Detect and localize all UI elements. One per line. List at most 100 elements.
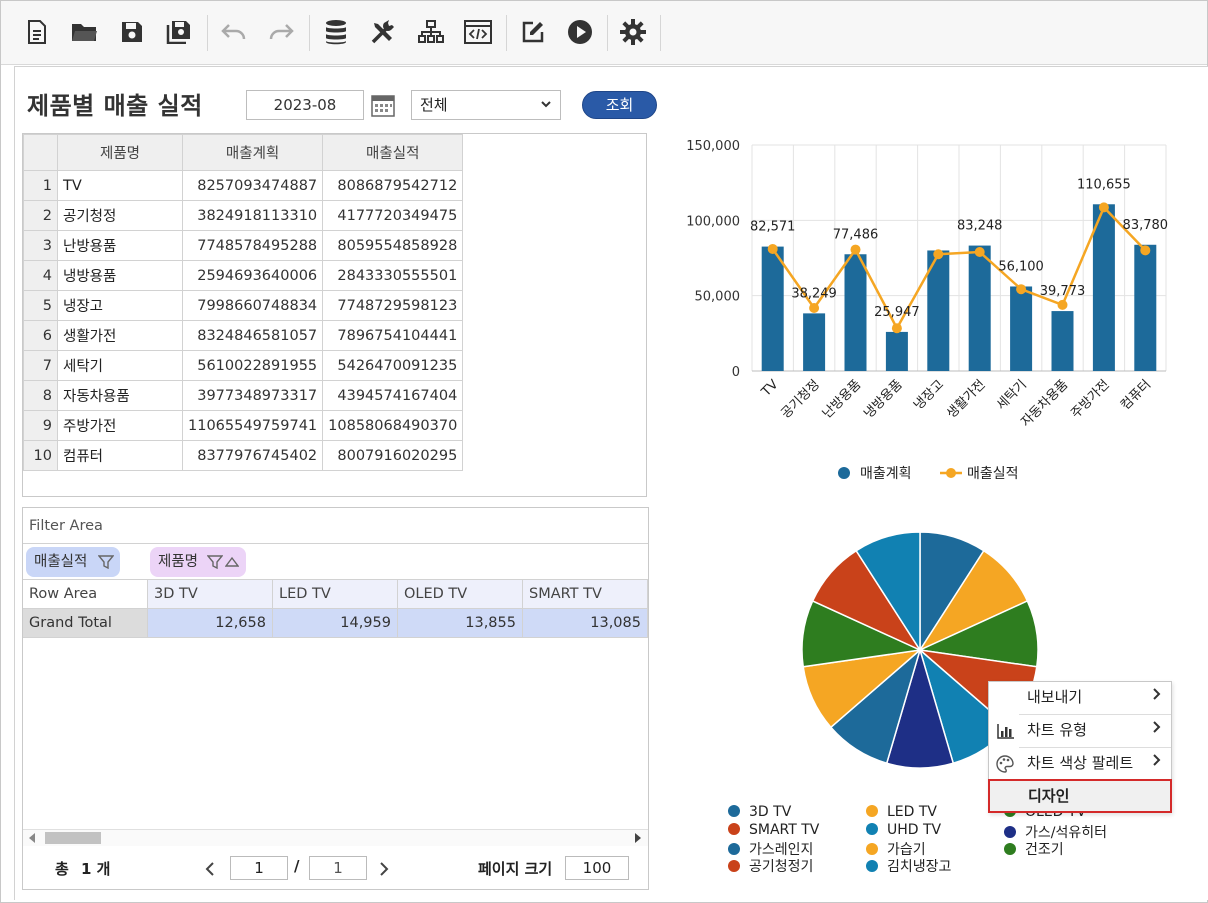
row-number[interactable]: 4: [23, 260, 58, 291]
page-size-input[interactable]: 100: [565, 856, 629, 880]
legend-item[interactable]: SMART TV: [728, 822, 819, 838]
edit-icon[interactable]: [518, 17, 548, 47]
pivot-value-cell[interactable]: 12,658: [148, 609, 273, 638]
cell-actual[interactable]: 2843330555501: [322, 260, 464, 291]
pivot-column-header[interactable]: 3D TV: [148, 580, 273, 609]
open-icon[interactable]: [70, 17, 100, 47]
cell-product[interactable]: 난방용품: [57, 230, 183, 261]
legend-item[interactable]: 김치냉장고: [866, 856, 951, 876]
cell-plan[interactable]: 3977348973317: [181, 380, 324, 411]
category-select[interactable]: 전체: [411, 90, 561, 120]
menu-item-export[interactable]: 내보내기: [989, 682, 1171, 714]
column-header-actual[interactable]: 매출실적: [322, 134, 464, 171]
row-number[interactable]: 5: [23, 290, 58, 321]
cell-actual[interactable]: 8086879542712: [322, 170, 464, 201]
column-header-plan[interactable]: 매출계획: [181, 134, 324, 171]
undo-icon[interactable]: [219, 17, 249, 47]
query-button[interactable]: 조회: [582, 91, 657, 119]
menu-item-color-palette[interactable]: 차트 색상 팔레트: [989, 748, 1171, 780]
cell-plan[interactable]: 2594693640006: [181, 260, 324, 291]
cell-product[interactable]: 주방가전: [57, 410, 183, 441]
row-number[interactable]: 9: [23, 410, 58, 441]
calendar-icon[interactable]: [369, 90, 397, 120]
cell-plan[interactable]: 8377976745402: [181, 440, 324, 471]
legend-item[interactable]: 건조기: [1004, 839, 1064, 859]
table-row[interactable]: 9 주방가전 11065549759741 10858068490370: [23, 410, 464, 441]
row-number[interactable]: 10: [23, 440, 58, 471]
pivot-value-cell[interactable]: 13,085: [523, 609, 648, 638]
datasource-icon[interactable]: [321, 17, 351, 47]
table-row[interactable]: 4 냉방용품 2594693640006 2843330555501: [23, 260, 464, 291]
cell-product[interactable]: 생활가전: [57, 320, 183, 351]
redo-icon[interactable]: [266, 17, 296, 47]
row-number[interactable]: 1: [23, 170, 58, 201]
cell-actual[interactable]: 5426470091235: [322, 350, 464, 381]
current-page-input[interactable]: 1: [230, 856, 288, 880]
cell-product[interactable]: 공기청정: [57, 200, 183, 231]
pivot-value-cell[interactable]: 13,855: [398, 609, 523, 638]
save-icon[interactable]: [117, 17, 147, 47]
row-number[interactable]: 2: [23, 200, 58, 231]
cell-plan[interactable]: 8257093474887: [181, 170, 324, 201]
cell-plan[interactable]: 11065549759741: [181, 410, 324, 441]
legend-item[interactable]: 3D TV: [728, 804, 791, 820]
settings-icon[interactable]: [618, 17, 648, 47]
legend-item[interactable]: UHD TV: [866, 822, 941, 838]
cell-product[interactable]: 컴퓨터: [57, 440, 183, 471]
table-row[interactable]: 1 TV 8257093474887 8086879542712: [23, 170, 464, 201]
run-icon[interactable]: [565, 17, 595, 47]
new-icon[interactable]: [22, 17, 52, 47]
cell-actual[interactable]: 8059554858928: [322, 230, 464, 261]
cell-product[interactable]: 냉장고: [57, 290, 183, 321]
measure-chip[interactable]: 매출실적: [26, 547, 120, 577]
cell-actual[interactable]: 4177720349475: [322, 200, 464, 231]
table-row[interactable]: 5 냉장고 7998660748834 7748729598123: [23, 290, 464, 321]
filter-icon[interactable]: [207, 555, 223, 569]
row-number[interactable]: 8: [23, 380, 58, 411]
table-row[interactable]: 3 난방용품 7748578495288 8059554858928: [23, 230, 464, 261]
next-page-icon[interactable]: [379, 862, 389, 876]
script-icon[interactable]: [463, 17, 493, 47]
table-row[interactable]: 7 세탁기 5610022891955 5426470091235: [23, 350, 464, 381]
cell-actual[interactable]: 7896754104441: [322, 320, 464, 351]
menu-item-design[interactable]: 디자인: [988, 779, 1172, 813]
row-number[interactable]: 3: [23, 230, 58, 261]
scroll-thumb[interactable]: [45, 832, 101, 844]
pivot-column-header[interactable]: OLED TV: [398, 580, 523, 609]
pivot-column-header[interactable]: LED TV: [273, 580, 398, 609]
pie-slice[interactable]: [855, 531, 921, 653]
cell-plan[interactable]: 7748578495288: [181, 230, 324, 261]
save-as-icon[interactable]: [164, 17, 194, 47]
dimension-chip[interactable]: 제품명: [150, 547, 246, 577]
prev-page-icon[interactable]: [205, 862, 215, 876]
legend-item[interactable]: 가습기: [866, 839, 926, 859]
legend-item[interactable]: 가스/석유히터: [1004, 822, 1107, 842]
sort-asc-icon[interactable]: [225, 556, 239, 568]
row-number[interactable]: 6: [23, 320, 58, 351]
horizontal-scrollbar[interactable]: [23, 829, 648, 846]
legend-item[interactable]: LED TV: [866, 804, 937, 820]
scroll-left-icon[interactable]: [28, 833, 36, 843]
cell-plan[interactable]: 7998660748834: [181, 290, 324, 321]
table-row[interactable]: 6 생활가전 8324846581057 7896754104441: [23, 320, 464, 351]
cell-plan[interactable]: 8324846581057: [181, 320, 324, 351]
cell-actual[interactable]: 10858068490370: [322, 410, 464, 441]
legend-item[interactable]: 가스레인지: [728, 839, 813, 859]
cell-actual[interactable]: 4394574167404: [322, 380, 464, 411]
cell-product[interactable]: 세탁기: [57, 350, 183, 381]
cell-product[interactable]: 냉방용품: [57, 260, 183, 291]
tools-icon[interactable]: [368, 17, 398, 47]
cell-actual[interactable]: 7748729598123: [322, 290, 464, 321]
cell-product[interactable]: TV: [57, 170, 183, 201]
column-header-product[interactable]: 제품명: [57, 134, 183, 171]
date-input[interactable]: 2023-08: [246, 90, 364, 120]
cell-product[interactable]: 자동차용품: [57, 380, 183, 411]
table-row[interactable]: 10 컴퓨터 8377976745402 8007916020295: [23, 440, 464, 471]
cell-actual[interactable]: 8007916020295: [322, 440, 464, 471]
row-number[interactable]: 7: [23, 350, 58, 381]
cell-plan[interactable]: 3824918113310: [181, 200, 324, 231]
table-row[interactable]: 2 공기청정 3824918113310 4177720349475: [23, 200, 464, 231]
cell-plan[interactable]: 5610022891955: [181, 350, 324, 381]
table-row[interactable]: 8 자동차용품 3977348973317 4394574167404: [23, 380, 464, 411]
legend-item[interactable]: 공기청정기: [728, 856, 813, 876]
